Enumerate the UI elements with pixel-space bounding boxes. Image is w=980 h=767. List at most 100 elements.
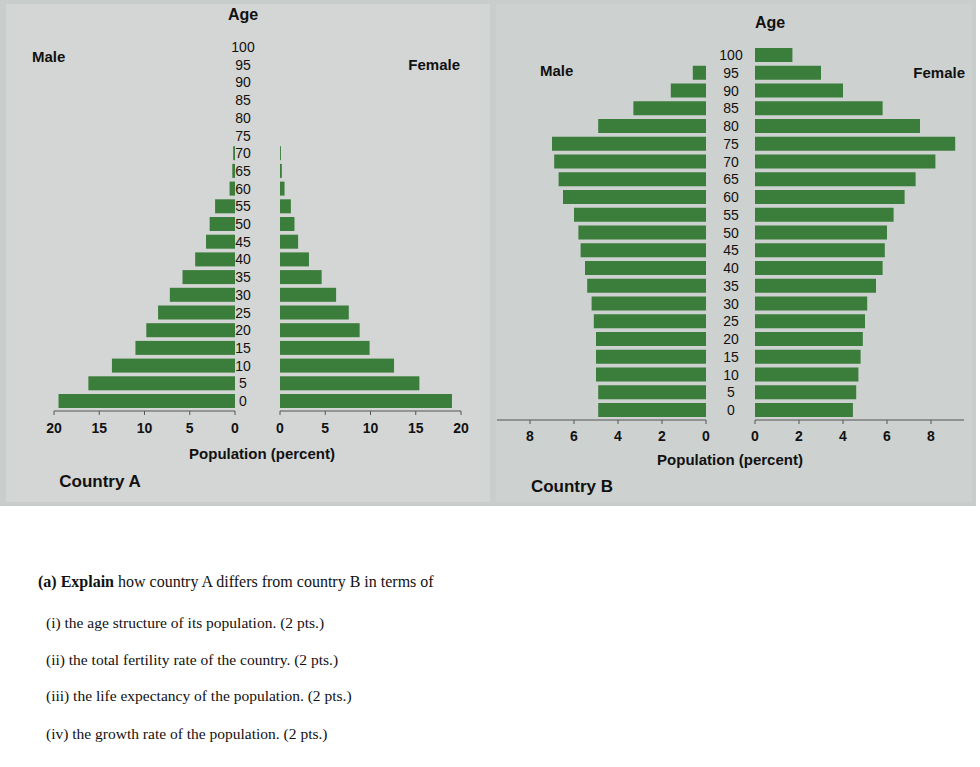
bar (755, 368, 858, 382)
tick-label: 20 (46, 420, 62, 436)
bar (280, 252, 309, 266)
bar (574, 208, 706, 222)
tick-label: 4 (839, 428, 847, 444)
bar (592, 297, 706, 311)
bar (755, 314, 865, 328)
axis-line (497, 420, 706, 421)
tick-label: 5 (321, 420, 329, 436)
age-label: 60 (235, 181, 251, 197)
bar (135, 341, 235, 355)
age-label: 0 (239, 393, 247, 409)
bar (280, 111, 281, 125)
bar (158, 306, 235, 320)
tick (662, 420, 663, 424)
bar (755, 155, 935, 169)
age-label: 15 (723, 349, 739, 365)
age-label: 10 (235, 358, 251, 374)
question-lead: (a) Explain (38, 573, 114, 591)
tick (755, 420, 756, 424)
bars (552, 66, 706, 417)
tick (461, 411, 462, 415)
age-label: 95 (723, 65, 739, 81)
bar (210, 217, 235, 231)
bar (755, 243, 885, 257)
bar (581, 243, 706, 257)
bar (195, 252, 235, 266)
bar (280, 182, 285, 196)
tick (618, 420, 619, 424)
tick-label: 6 (883, 428, 891, 444)
series-label: Male (540, 62, 573, 79)
age-label: 5 (239, 375, 247, 391)
bar (755, 84, 843, 98)
bar (755, 101, 883, 115)
tick-label: 2 (795, 428, 803, 444)
chart-title: Country B (531, 477, 613, 496)
age-label: 45 (235, 234, 251, 250)
bar (585, 261, 706, 275)
background-panel (0, 0, 976, 506)
bar (206, 235, 235, 249)
age-label: 55 (723, 207, 739, 223)
series-label: Female (408, 56, 460, 73)
chart-title: Country A (59, 472, 141, 491)
bar (755, 332, 863, 346)
age-label: 95 (235, 57, 251, 73)
series-label: Female (913, 64, 965, 81)
bar (280, 376, 419, 390)
question: (a) Explain how country A differs from c… (38, 573, 434, 591)
bar (280, 288, 336, 302)
age-label: 85 (723, 100, 739, 116)
bar (280, 217, 294, 231)
tick (370, 411, 371, 415)
bar (578, 226, 706, 240)
axis-title: Age (755, 14, 785, 31)
bar (280, 146, 281, 160)
tick (530, 420, 531, 424)
age-label: 70 (723, 154, 739, 170)
bar (693, 66, 706, 80)
bar (706, 48, 707, 62)
question-item: (iii) the life expectancy of the populat… (46, 687, 352, 705)
bar (88, 376, 235, 390)
bar (280, 93, 281, 107)
bar (633, 101, 706, 115)
bar (280, 164, 282, 178)
bar (559, 172, 706, 186)
question-item: (i) the age structure of its population.… (46, 614, 324, 632)
age-label: 50 (723, 225, 739, 241)
tick-label: 6 (570, 428, 578, 444)
bar (755, 261, 883, 275)
tick-label: 15 (408, 420, 424, 436)
age-label: 75 (235, 128, 251, 144)
age-label: 5 (727, 384, 735, 400)
bar (563, 190, 706, 204)
tick-label: 10 (363, 420, 379, 436)
bar (552, 137, 706, 151)
bar (280, 323, 360, 337)
tick (415, 411, 416, 415)
tick (144, 411, 145, 415)
age-label: 30 (723, 296, 739, 312)
tick (574, 420, 575, 424)
bar (280, 394, 452, 408)
tick (706, 420, 707, 424)
age-label: 65 (723, 171, 739, 187)
axis-title: Age (228, 6, 258, 23)
bar (755, 403, 853, 417)
age-label: 20 (723, 331, 739, 347)
tick-label: 8 (526, 428, 534, 444)
tick-label: 0 (702, 428, 710, 444)
age-label: 25 (235, 305, 251, 321)
question-item: (ii) the total fertility rate of the cou… (46, 651, 338, 669)
tick-label: 0 (231, 420, 239, 436)
page: MaleFemale051015202530354045505560657075… (0, 0, 980, 767)
bar (170, 288, 235, 302)
bars (280, 146, 452, 408)
tick-label: 4 (614, 428, 622, 444)
tick-label: 0 (276, 420, 284, 436)
bar (280, 270, 322, 284)
age-label: 80 (723, 118, 739, 134)
tick-label: 15 (91, 420, 107, 436)
bar (280, 199, 291, 213)
